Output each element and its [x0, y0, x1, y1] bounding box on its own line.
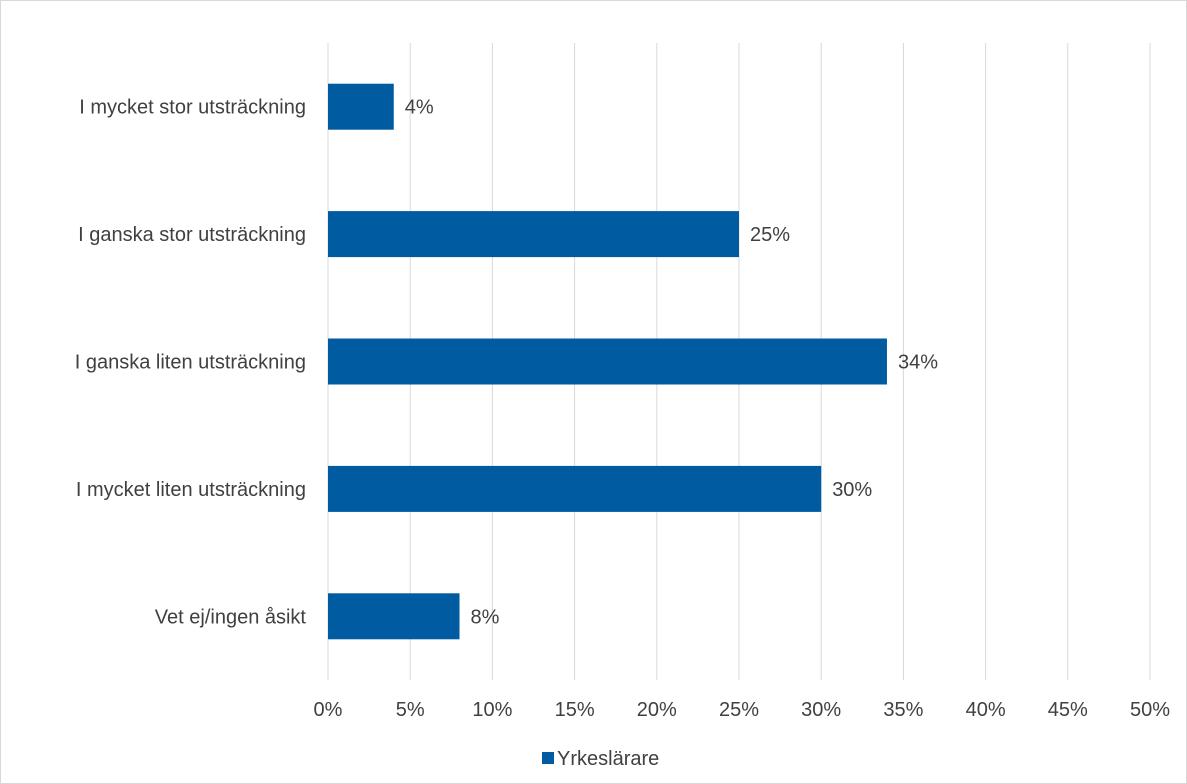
x-tick-label: 0% [314, 699, 343, 721]
data-label: 4% [405, 97, 434, 119]
legend-label: Yrkeslärare [557, 748, 659, 770]
bar [328, 211, 739, 258]
legend-swatch [542, 752, 554, 764]
category-label: I mycket liten utsträckning [76, 479, 306, 501]
bar [328, 465, 822, 512]
data-label: 25% [750, 224, 790, 246]
data-label: 8% [471, 606, 500, 628]
data-labels: 4% 25% 34% 30% 8% [405, 97, 938, 629]
category-label: I ganska stor utsträckning [78, 224, 306, 246]
bar [328, 338, 887, 385]
bar [328, 83, 394, 130]
data-label: 30% [832, 479, 872, 501]
x-tick-label: 10% [472, 699, 512, 721]
legend: Yrkeslärare [542, 748, 659, 770]
x-tick-label: 30% [801, 699, 841, 721]
x-tick-label: 50% [1130, 699, 1170, 721]
x-tick-labels: 0% 5% 10% 15% 20% 25% 30% 35% 40% 45% 50% [314, 699, 1171, 721]
x-tick-label: 20% [637, 699, 677, 721]
category-labels: I mycket stor utsträckning I ganska stor … [75, 97, 307, 629]
x-tick-label: 45% [1048, 699, 1088, 721]
category-label: I mycket stor utsträckning [79, 97, 306, 119]
bars [328, 83, 887, 640]
bar [328, 593, 460, 640]
data-label: 34% [898, 352, 938, 374]
x-tick-label: 15% [555, 699, 595, 721]
category-label: Vet ej/ingen åsikt [155, 606, 307, 628]
x-tick-label: 25% [719, 699, 759, 721]
x-tick-label: 5% [396, 699, 425, 721]
x-tick-label: 40% [966, 699, 1006, 721]
x-tick-label: 35% [883, 699, 923, 721]
category-label: I ganska liten utsträckning [75, 352, 306, 374]
